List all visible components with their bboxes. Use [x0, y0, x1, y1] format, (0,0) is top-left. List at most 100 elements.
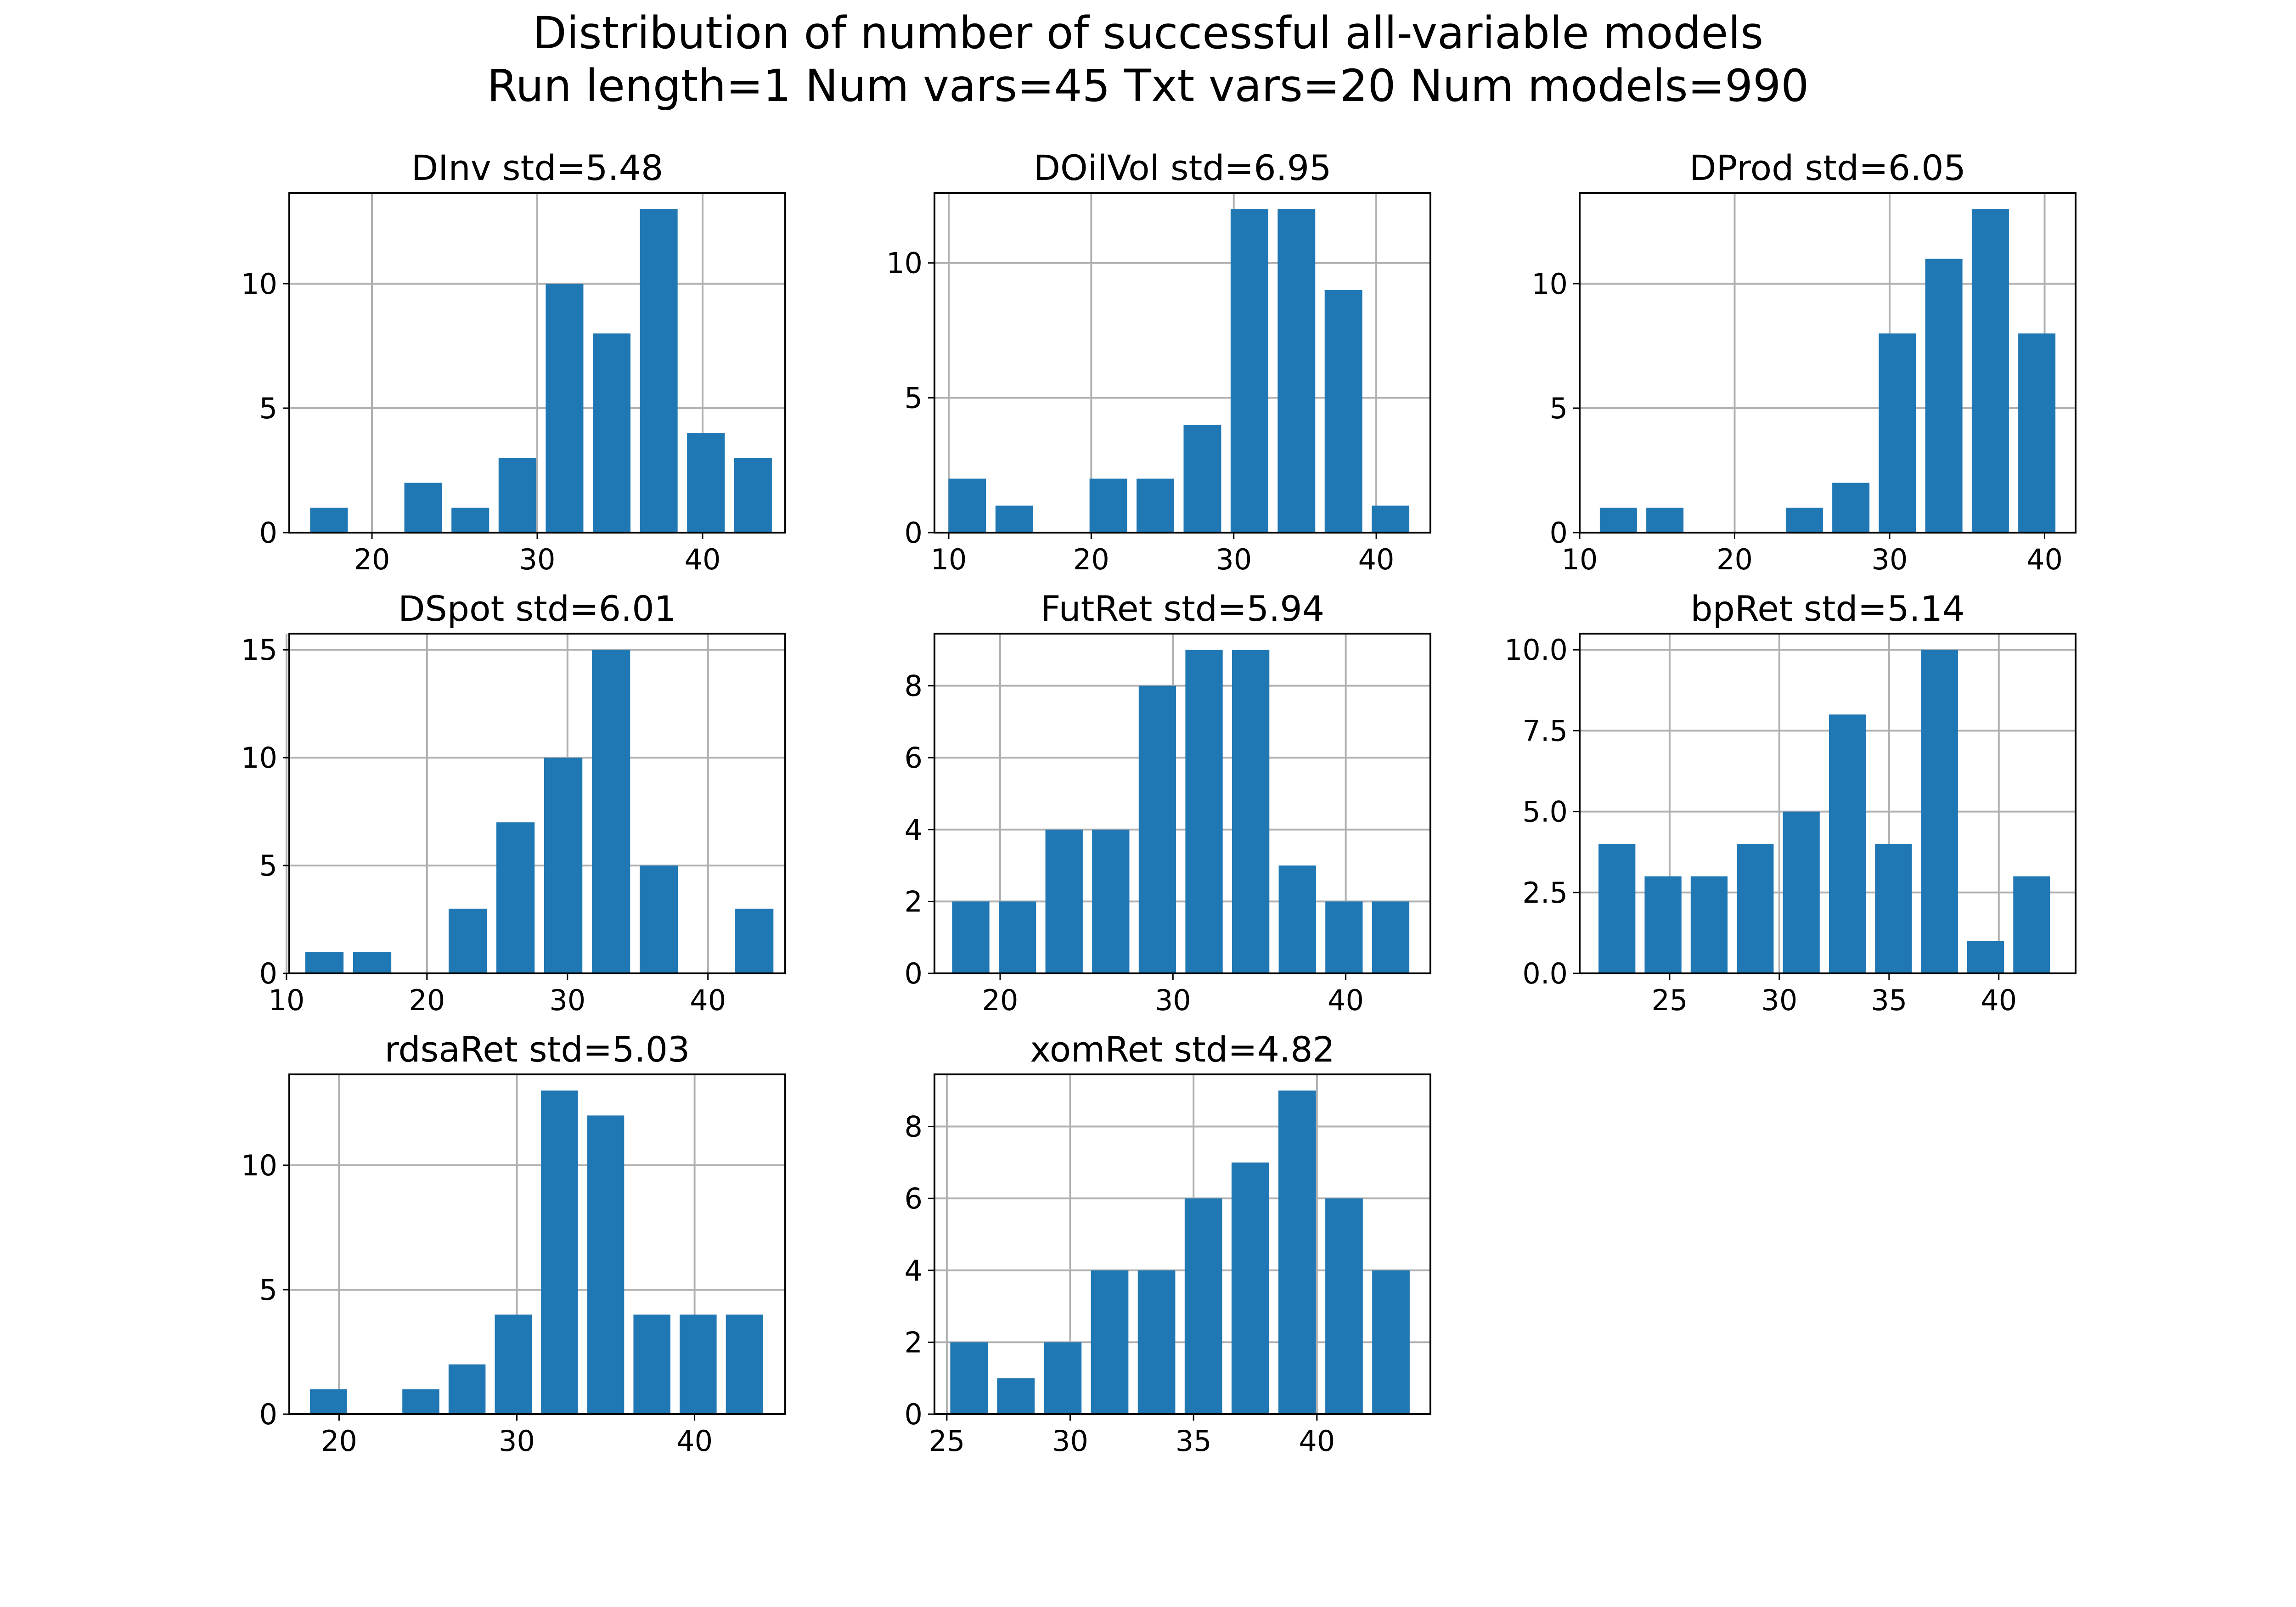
histogram-bar — [1971, 209, 2009, 533]
histogram-bar — [546, 283, 584, 533]
histogram-bar — [1278, 865, 1316, 973]
subplot-title: DInv std=5.48 — [411, 147, 664, 188]
figure-title-line-1: Distribution of number of successful all… — [533, 7, 1763, 59]
histogram-bar — [1372, 506, 1410, 533]
histogram-bar — [592, 650, 630, 973]
histogram-bar — [950, 1342, 988, 1414]
y-tick-label: 0.0 — [1522, 957, 1568, 990]
histogram-bar — [1783, 811, 1820, 973]
histogram-bar — [2018, 333, 2056, 533]
y-tick-label: 8 — [905, 1110, 923, 1144]
histogram-bar — [1092, 829, 1130, 973]
y-tick-label: 5 — [1550, 392, 1568, 425]
histogram-bar — [1232, 650, 1270, 973]
y-tick-label: 7.5 — [1522, 714, 1568, 747]
histogram-bar — [1832, 483, 1870, 533]
x-tick-label: 10 — [268, 983, 304, 1017]
histogram-bar — [310, 507, 348, 533]
y-tick-label: 10 — [241, 1149, 277, 1182]
histogram-bar — [1646, 507, 1684, 533]
x-tick-label: 30 — [1052, 1424, 1088, 1458]
histogram-bar — [448, 909, 487, 973]
histogram-bar — [402, 1389, 439, 1414]
x-tick-label: 20 — [982, 983, 1019, 1017]
histogram-bar — [1089, 478, 1127, 533]
histogram-bar — [952, 901, 990, 973]
axes-frame — [288, 1073, 786, 1415]
histogram-bar — [2013, 876, 2050, 973]
histogram-bar — [1875, 844, 1912, 973]
subplot-7: 20 30 40 0 5 10 rdsaRet std=5.03 — [241, 1029, 786, 1458]
histogram-bar — [544, 758, 583, 973]
histogram-bar — [1644, 876, 1682, 973]
histogram-bar — [633, 1315, 670, 1414]
x-tick-label: 20 — [354, 543, 390, 576]
x-tick-label: 40 — [690, 983, 726, 1017]
histogram-bar — [1325, 1198, 1363, 1414]
x-tick-label: 30 — [1155, 983, 1191, 1017]
histogram-bar — [1277, 209, 1316, 533]
histogram-bar — [1967, 941, 2004, 973]
subplot-1: 20 30 40 0 5 10 DInv std=5.48 — [241, 147, 786, 576]
histogram-bar — [1785, 507, 1823, 533]
histogram-bar — [1372, 1270, 1410, 1414]
y-tick-label: 10 — [241, 741, 277, 775]
y-tick-label: 6 — [905, 741, 923, 775]
histogram-bar — [1925, 258, 1963, 533]
histogram-bar — [1045, 829, 1083, 973]
y-tick-label: 5 — [905, 381, 923, 415]
subplot-title: DProd std=6.05 — [1689, 147, 1966, 188]
axes-frame — [934, 633, 1431, 974]
histogram-bar — [1829, 714, 1866, 973]
histogram-bar — [498, 458, 536, 533]
histogram-bar — [687, 433, 725, 533]
subplot-title: DOilVol std=6.95 — [1034, 147, 1332, 188]
subplot-title: FutRet std=5.94 — [1041, 588, 1324, 629]
axes-frame — [934, 192, 1431, 534]
y-tick-label: 10 — [1531, 267, 1568, 301]
x-tick-label: 10 — [931, 543, 967, 576]
histogram-bar — [726, 1315, 763, 1414]
histogram-bar — [948, 478, 986, 533]
x-tick-label: 40 — [1981, 983, 2017, 1017]
y-tick-label: 5 — [259, 392, 277, 425]
y-tick-label: 8 — [905, 669, 923, 703]
y-tick-label: 10.0 — [1504, 633, 1568, 667]
y-tick-label: 4 — [905, 813, 923, 847]
histogram-bar — [1138, 686, 1176, 973]
histogram-bar — [735, 909, 774, 973]
y-tick-label: 2 — [905, 885, 923, 918]
histogram-bar — [1737, 844, 1774, 973]
x-tick-label: 35 — [1176, 1424, 1212, 1458]
y-tick-label: 0 — [259, 516, 277, 550]
x-tick-label: 20 — [321, 1424, 357, 1458]
histogram-bar — [1278, 1090, 1316, 1414]
x-tick-label: 20 — [409, 983, 445, 1017]
x-tick-label: 25 — [1651, 983, 1688, 1017]
subplot-4: 10 20 30 40 0 5 10 15 DSpot std=6.01 — [241, 588, 786, 1017]
y-tick-label: 0 — [905, 516, 923, 550]
y-tick-label: 0 — [259, 1398, 277, 1431]
y-tick-label: 0 — [905, 1398, 923, 1431]
histogram-bar — [1690, 876, 1728, 973]
y-tick-label: 6 — [905, 1182, 923, 1215]
histogram-bar — [680, 1315, 717, 1414]
histogram-bar — [1183, 425, 1221, 533]
histogram-bar — [1598, 844, 1636, 973]
axes-frame — [288, 633, 786, 974]
y-tick-label: 0 — [1550, 516, 1568, 550]
histogram-bar — [1184, 1198, 1222, 1414]
histogram-bar — [592, 333, 631, 533]
x-tick-label: 40 — [676, 1424, 713, 1458]
axes-frame — [934, 1073, 1431, 1415]
x-tick-label: 40 — [685, 543, 721, 576]
x-tick-label: 30 — [499, 1424, 535, 1458]
histogram-bar — [1879, 333, 1916, 533]
histogram-bar — [448, 1364, 486, 1414]
subplot-6: 25 30 35 40 0.0 2.5 5.0 7.5 10.0 bpRet std=5.14 — [1504, 588, 2077, 1017]
x-tick-label: 40 — [1358, 543, 1395, 576]
histogram-bar — [1137, 478, 1174, 533]
x-tick-label: 40 — [1299, 1424, 1335, 1458]
histogram-bar — [451, 507, 490, 533]
